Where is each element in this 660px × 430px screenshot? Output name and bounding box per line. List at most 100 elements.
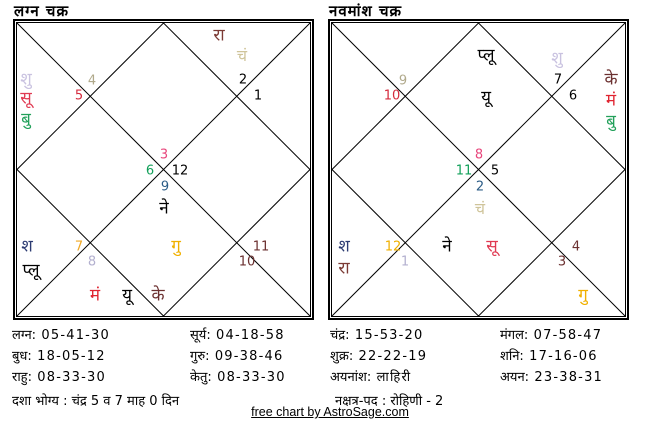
house-number-navamsa: 12	[384, 239, 402, 255]
planet-label: शनि:	[500, 349, 524, 364]
planet-label: बुध:	[12, 349, 32, 364]
planet-value: 15-53-20	[349, 328, 424, 343]
planet-glyph-navamsa: रा	[338, 258, 350, 279]
summary-value: रोहिणी - 2	[386, 394, 444, 409]
planet-label: लग्न:	[12, 328, 37, 343]
summary-cell: दशा भोग्य : चंद्र 5 व 7 माह 0 दिन	[12, 392, 179, 411]
summary-cell: नक्षत्र-पद : रोहिणी - 2	[335, 392, 443, 411]
house-number-lagna: 6	[145, 163, 155, 179]
planet-glyph-lagna: रा	[213, 25, 225, 46]
summary-label: दशा भोग्य :	[12, 394, 68, 409]
house-number-navamsa: 9	[398, 73, 408, 89]
planet-glyph-navamsa: गु	[578, 285, 588, 306]
house-number-lagna: 12	[171, 163, 189, 179]
house-number-navamsa: 5	[490, 163, 500, 179]
planet-data-row: बुध: 18-05-12 गुरु: 09-38-46 शुक्र: 22-22-…	[0, 347, 660, 366]
planet-data-cell: बुध: 18-05-12	[12, 347, 106, 366]
planet-label: अयन:	[500, 370, 530, 385]
planet-glyph-lagna: ने	[159, 198, 169, 219]
planet-data-cell: केतु: 08-33-30	[190, 368, 286, 387]
house-number-navamsa: 11	[455, 163, 473, 179]
planet-data-cell: अयन: 23-38-31	[500, 368, 603, 387]
house-number-lagna: 4	[87, 73, 97, 89]
planet-glyph-lagna: यू	[122, 285, 132, 306]
planet-data-cell: राहु: 08-33-30	[12, 368, 106, 387]
planet-value: लाहिरी	[371, 370, 412, 385]
planet-glyph-lagna: चं	[236, 46, 248, 65]
planet-glyph-navamsa: मं	[605, 90, 617, 111]
planet-glyph-lagna: के	[151, 285, 165, 306]
house-number-navamsa: 1	[400, 254, 410, 270]
house-number-lagna: 5	[74, 88, 84, 104]
planet-data-cell: लग्न: 05-41-30	[12, 326, 110, 345]
planet-glyph-lagna: मं	[89, 285, 101, 306]
planet-label: मंगल:	[500, 328, 529, 343]
summary-row: दशा भोग्य : चंद्र 5 व 7 माह 0 दिन नक्षत्र…	[0, 392, 660, 411]
planet-data-cell: गुरु: 09-38-46	[190, 347, 283, 366]
planet-data-cell: मंगल: 07-58-47	[500, 326, 602, 345]
planet-data-table: लग्न: 05-41-30 सूर्य: 04-18-58 चंद्र: 15-5…	[0, 326, 660, 430]
navamsa-chart-lines	[332, 23, 625, 316]
planet-value: 09-38-46	[209, 349, 284, 364]
planet-label: चंद्र:	[330, 328, 350, 343]
planet-label: केतु:	[190, 370, 212, 385]
house-number-lagna: 9	[160, 179, 170, 195]
planet-data-row: राहु: 08-33-30 केतु: 08-33-30 अयनांश: लाहि…	[0, 368, 660, 387]
lagna-chart-lines	[17, 23, 310, 316]
planet-glyph-lagna: गु	[171, 236, 181, 257]
planet-glyph-navamsa: यू	[481, 87, 491, 108]
planet-label: गुरु:	[190, 349, 210, 364]
planet-glyph-navamsa: शु	[551, 48, 563, 69]
summary-label: नक्षत्र-पद :	[335, 394, 387, 409]
planet-glyph-lagna: बु	[21, 109, 31, 130]
house-number-lagna: 1	[253, 88, 263, 104]
planet-label: सूर्य:	[190, 328, 211, 343]
house-number-navamsa: 4	[571, 239, 581, 255]
house-number-navamsa: 8	[474, 147, 484, 163]
house-number-lagna: 3	[159, 147, 169, 163]
planet-value: 05-41-30	[36, 328, 111, 343]
planet-data-cell: चंद्र: 15-53-20	[330, 326, 424, 345]
planet-value: 17-16-06	[523, 349, 598, 364]
planet-glyph-navamsa: के	[604, 69, 618, 90]
planet-value: 22-22-19	[353, 349, 428, 364]
house-number-navamsa: 10	[383, 88, 401, 104]
planet-value: 04-18-58	[210, 328, 285, 343]
planet-glyph-navamsa: प्लू	[477, 45, 495, 66]
lagna-chart-box	[13, 19, 314, 320]
planet-value: 08-33-30	[211, 370, 286, 385]
planet-data-cell: सूर्य: 04-18-58	[190, 326, 285, 345]
planet-glyph-navamsa: श	[338, 236, 350, 257]
planet-label: अयनांश:	[330, 370, 372, 385]
footer-credit: free chart by AstroSage.com	[0, 405, 660, 419]
house-number-navamsa: 3	[557, 254, 567, 270]
house-number-lagna: 11	[252, 239, 270, 255]
planet-label: राहु:	[12, 370, 32, 385]
planet-label: शुक्र:	[330, 349, 354, 364]
planet-value: 23-38-31	[529, 370, 604, 385]
lagna-chart-title: लग्न चक्र	[14, 2, 69, 20]
house-number-navamsa: 2	[475, 179, 485, 195]
house-number-lagna: 8	[87, 254, 97, 270]
house-number-navamsa: 7	[553, 72, 563, 88]
house-number-lagna: 2	[238, 72, 248, 88]
house-number-navamsa: 6	[568, 88, 578, 104]
planet-glyph-lagna: शु	[20, 69, 32, 90]
planet-data-cell: शनि: 17-16-06	[500, 347, 598, 366]
navamsa-chart-title: नवमांश चक्र	[329, 2, 402, 20]
planet-data-cell: शुक्र: 22-22-19	[330, 347, 427, 366]
planet-data-row: लग्न: 05-41-30 सूर्य: 04-18-58 चंद्र: 15-5…	[0, 326, 660, 345]
house-number-lagna: 7	[74, 239, 84, 255]
navamsa-chart-inner	[331, 22, 626, 317]
planet-glyph-lagna: सू	[20, 88, 32, 109]
navamsa-chart-box	[328, 19, 629, 320]
planet-value: 07-58-47	[528, 328, 603, 343]
planet-glyph-navamsa: बु	[606, 111, 616, 132]
planet-glyph-navamsa: चं	[474, 199, 486, 218]
summary-value: चंद्र 5 व 7 माह 0 दिन	[67, 394, 180, 409]
planet-glyph-navamsa: सू	[486, 236, 498, 257]
planet-glyph-lagna: श	[21, 236, 33, 257]
planet-data-cell: अयनांश: लाहिरी	[330, 368, 411, 387]
planet-value: 18-05-12	[31, 349, 106, 364]
